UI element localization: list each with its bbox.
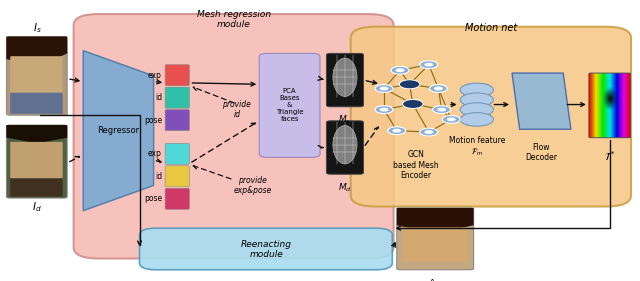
- Circle shape: [433, 106, 451, 114]
- FancyBboxPatch shape: [397, 208, 474, 270]
- FancyBboxPatch shape: [165, 188, 189, 209]
- Text: id: id: [155, 93, 162, 102]
- FancyBboxPatch shape: [165, 87, 189, 108]
- FancyBboxPatch shape: [326, 121, 364, 174]
- Circle shape: [375, 106, 393, 114]
- Circle shape: [437, 108, 446, 112]
- Circle shape: [403, 99, 423, 108]
- Circle shape: [375, 85, 393, 92]
- Text: $I_s$: $I_s$: [33, 21, 42, 35]
- Text: $M_d$: $M_d$: [338, 181, 352, 194]
- Polygon shape: [397, 208, 474, 234]
- Polygon shape: [6, 125, 67, 143]
- Circle shape: [424, 63, 433, 67]
- Text: Motion feature
$\mathcal{F}_m$: Motion feature $\mathcal{F}_m$: [449, 136, 505, 158]
- FancyBboxPatch shape: [6, 37, 67, 115]
- Ellipse shape: [460, 83, 493, 97]
- Text: Regressor: Regressor: [97, 126, 140, 135]
- Circle shape: [380, 108, 388, 112]
- Text: Reenacting
module: Reenacting module: [241, 239, 292, 259]
- Circle shape: [429, 85, 447, 92]
- Circle shape: [399, 80, 420, 89]
- Text: Flow
Decoder: Flow Decoder: [525, 143, 557, 162]
- Circle shape: [434, 87, 443, 90]
- Text: provide
id: provide id: [222, 100, 252, 119]
- Polygon shape: [512, 73, 571, 129]
- Polygon shape: [6, 37, 67, 67]
- Ellipse shape: [333, 58, 357, 96]
- FancyBboxPatch shape: [165, 143, 189, 164]
- Text: PCA
Bases
&
Triangle
faces: PCA Bases & Triangle faces: [276, 89, 303, 122]
- Ellipse shape: [460, 113, 493, 126]
- Text: Mesh regression
module: Mesh regression module: [196, 10, 271, 29]
- Circle shape: [380, 87, 388, 90]
- Text: pose: pose: [144, 194, 162, 203]
- Circle shape: [388, 127, 406, 135]
- Text: $\mathcal{T}^*$: $\mathcal{T}^*$: [604, 149, 616, 163]
- Circle shape: [424, 130, 433, 134]
- Text: exp: exp: [148, 71, 162, 80]
- FancyBboxPatch shape: [10, 93, 63, 114]
- Text: provide
exp&pose: provide exp&pose: [234, 176, 272, 195]
- Circle shape: [396, 68, 404, 72]
- FancyBboxPatch shape: [140, 228, 392, 270]
- FancyBboxPatch shape: [464, 84, 490, 126]
- Polygon shape: [83, 51, 154, 211]
- FancyBboxPatch shape: [351, 27, 631, 207]
- Ellipse shape: [460, 103, 493, 116]
- FancyBboxPatch shape: [165, 65, 189, 86]
- FancyBboxPatch shape: [165, 110, 189, 131]
- FancyBboxPatch shape: [10, 56, 63, 93]
- Circle shape: [391, 66, 409, 74]
- FancyBboxPatch shape: [403, 227, 467, 261]
- Circle shape: [392, 129, 401, 133]
- FancyBboxPatch shape: [259, 53, 320, 157]
- Text: id: id: [155, 172, 162, 181]
- Text: Motion net: Motion net: [465, 23, 517, 33]
- Text: $\hat{I}_d$: $\hat{I}_d$: [430, 278, 440, 281]
- Ellipse shape: [333, 126, 357, 164]
- Text: pose: pose: [144, 115, 162, 125]
- Circle shape: [420, 128, 438, 136]
- Circle shape: [420, 61, 438, 69]
- Circle shape: [442, 115, 460, 123]
- Text: $M_s$: $M_s$: [339, 114, 351, 126]
- FancyBboxPatch shape: [10, 142, 63, 178]
- FancyBboxPatch shape: [10, 178, 63, 197]
- FancyBboxPatch shape: [165, 166, 189, 187]
- Text: exp: exp: [148, 149, 162, 158]
- FancyBboxPatch shape: [74, 14, 394, 259]
- Circle shape: [447, 117, 456, 121]
- Text: GCN
based Mesh
Encoder: GCN based Mesh Encoder: [393, 150, 439, 180]
- FancyBboxPatch shape: [6, 125, 67, 198]
- Ellipse shape: [460, 93, 493, 106]
- Text: $I_d$: $I_d$: [32, 200, 42, 214]
- FancyBboxPatch shape: [326, 53, 364, 107]
